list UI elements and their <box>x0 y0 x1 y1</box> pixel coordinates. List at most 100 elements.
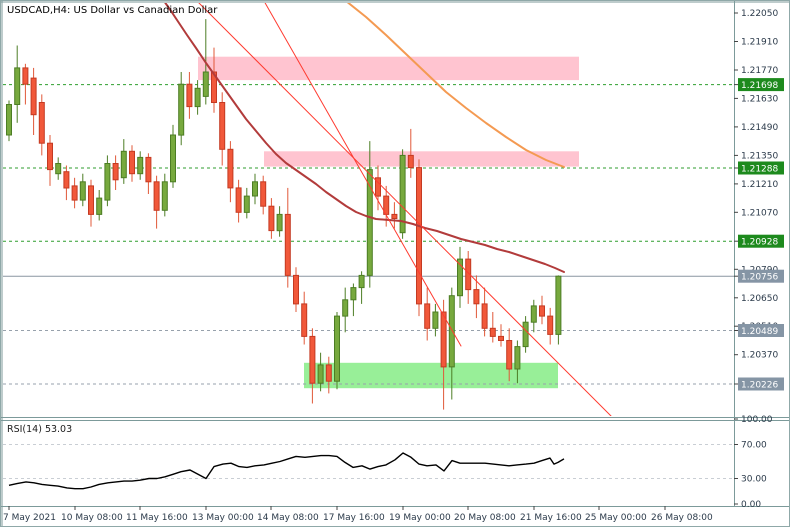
ma-dark-red[interactable] <box>164 1 565 273</box>
candle <box>6 100 12 142</box>
price-tick-label: 1.21490 <box>741 123 778 133</box>
candle <box>432 303 439 337</box>
candle <box>514 340 521 384</box>
candle <box>276 206 283 237</box>
chart-title: USDCAD,H4: US Dollar vs Canadian Dollar <box>7 5 218 16</box>
rsi-tick-label: 70.00 <box>741 441 767 451</box>
candle <box>481 287 488 337</box>
price-tick-label: 1.21630 <box>741 94 778 104</box>
candle <box>301 291 308 345</box>
time-tick-label: 11 May 16:00 <box>126 513 188 523</box>
candle <box>317 352 324 392</box>
candle <box>366 141 373 288</box>
candle <box>161 173 168 217</box>
candle <box>88 179 94 227</box>
rsi-tick-label: 100.00 <box>741 415 773 425</box>
rsi-axis: 100.00 70.00 30.00 0.00 <box>734 415 773 510</box>
candle <box>539 295 545 325</box>
time-tick-label: 25 May 00:00 <box>585 513 647 523</box>
candle <box>350 283 357 317</box>
candle <box>334 312 340 390</box>
candle <box>284 187 291 288</box>
price-tick-label: 1.21350 <box>741 151 778 161</box>
candle <box>120 139 127 184</box>
price-tick-label: 1.21070 <box>741 208 778 218</box>
price-level-label-1.21288: 1.21288 <box>734 161 784 175</box>
candle <box>268 198 275 239</box>
candle <box>457 246 463 308</box>
candle <box>309 328 316 404</box>
candle <box>293 267 299 312</box>
candle <box>63 165 70 201</box>
candle <box>178 72 185 146</box>
candle <box>555 275 562 345</box>
candle <box>506 328 513 382</box>
supply-zone-2[interactable] <box>264 151 579 167</box>
time-tick-label: 7 May 2021 <box>3 513 56 523</box>
price-pane <box>3 1 734 416</box>
candle <box>112 155 119 190</box>
supply-zone-1[interactable] <box>198 56 579 81</box>
candle <box>473 275 480 319</box>
candle <box>104 155 111 207</box>
candle <box>407 128 414 178</box>
candle <box>145 153 152 194</box>
candle <box>30 67 37 135</box>
price-level-label-1.20489: 1.20489 <box>734 324 784 337</box>
candle <box>325 356 332 394</box>
candle <box>522 316 529 353</box>
svg-text:1.21288: 1.21288 <box>741 165 778 175</box>
candle <box>79 173 86 207</box>
trendline-steep[interactable] <box>264 1 462 347</box>
candle <box>448 287 455 400</box>
time-tick-label: 17 May 16:00 <box>323 513 385 523</box>
candle <box>260 175 267 215</box>
rsi-line[interactable] <box>8 452 565 490</box>
candle <box>375 165 381 211</box>
candle <box>38 94 45 156</box>
svg-text:1.20928: 1.20928 <box>741 238 778 248</box>
time-tick-label: 10 May 08:00 <box>61 513 123 523</box>
candle <box>211 47 217 113</box>
candle <box>194 80 201 115</box>
candle <box>219 92 226 166</box>
price-level-label-1.20756: 1.20756 <box>734 269 784 283</box>
price-tick-label: 1.22050 <box>741 9 778 19</box>
svg-text:1.20756: 1.20756 <box>741 273 778 283</box>
candle <box>391 202 398 229</box>
time-tick-label: 13 May 00:00 <box>192 513 254 523</box>
ma-orange[interactable] <box>346 1 565 168</box>
candle <box>416 159 422 317</box>
trendline-gentle[interactable] <box>197 1 612 416</box>
candle <box>47 135 53 186</box>
candle <box>22 63 29 105</box>
candle <box>399 149 406 239</box>
candle <box>440 299 447 410</box>
time-tick-label: 19 May 00:00 <box>389 513 451 523</box>
candle <box>530 299 537 333</box>
price-tick-label: 1.20370 <box>741 351 778 361</box>
candle <box>227 141 234 203</box>
price-axis[interactable]: 1.22050 1.21910 1.21770 1.21630 1.21490 1.213… <box>734 9 784 391</box>
price-tick-label: 1.20650 <box>741 294 778 304</box>
price-level-label-1.20226: 1.20226 <box>734 377 784 391</box>
svg-text:1.20226: 1.20226 <box>741 381 778 391</box>
rsi-pane <box>3 444 734 490</box>
svg-text:1.20489: 1.20489 <box>741 327 778 337</box>
candle <box>252 173 258 205</box>
rsi-indicator-label: RSI(14) 53.03 <box>7 424 73 435</box>
candle <box>465 251 472 304</box>
candle <box>14 45 21 123</box>
price-level-label-1.20928: 1.20928 <box>734 234 784 248</box>
time-axis[interactable]: 7 May 2021 10 May 08:00 11 May 16:00 13 May… <box>3 506 713 523</box>
candle <box>153 175 160 229</box>
candle <box>170 124 176 188</box>
candle <box>137 151 144 180</box>
candle <box>489 312 496 343</box>
rsi-tick-label: 0.00 <box>741 500 761 510</box>
time-tick-label: 26 May 08:00 <box>651 513 713 523</box>
candle <box>342 287 349 333</box>
